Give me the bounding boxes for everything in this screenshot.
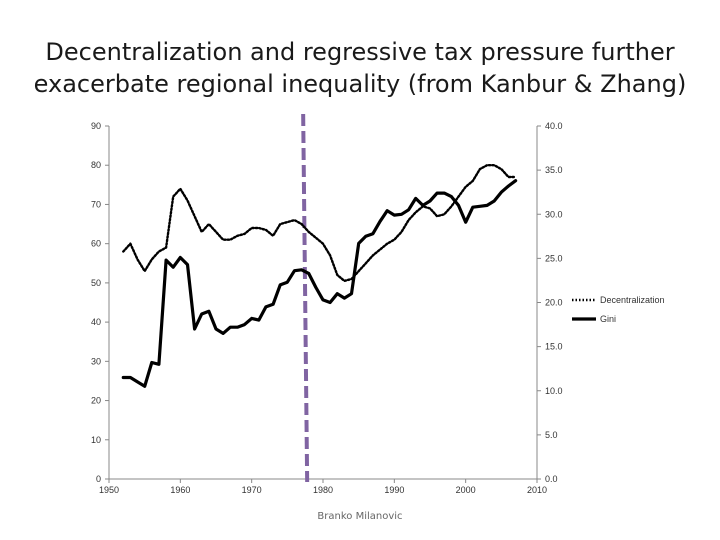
y-left-tick-label: 60 bbox=[91, 239, 101, 249]
chart-title-line-1: Decentralization and regressive tax pres… bbox=[45, 38, 675, 66]
y-left-tick-label: 0 bbox=[96, 474, 101, 484]
x-tick-label: 1960 bbox=[170, 485, 190, 495]
x-tick-label: 1970 bbox=[242, 485, 262, 495]
x-tick-label: 1990 bbox=[384, 485, 404, 495]
y-right-tick-label: 20.0 bbox=[545, 298, 563, 308]
y-left-tick-label: 20 bbox=[91, 396, 101, 406]
axes-group: 1950 1960 1970 1980 1990 2000 2010 0 10 20 30 40 50 6… bbox=[91, 121, 563, 495]
y-right-tick-label: 25.0 bbox=[545, 253, 563, 263]
legend: Decentralization Gini bbox=[572, 295, 665, 324]
y-left-tick-label: 10 bbox=[91, 435, 101, 445]
legend-label-decentralization: Decentralization bbox=[600, 295, 665, 305]
y-right-tick-label: 40.0 bbox=[545, 121, 563, 131]
legend-label-gini: Gini bbox=[600, 314, 616, 324]
y-left-tick-label: 80 bbox=[91, 160, 101, 170]
y-right-tick-label: 10.0 bbox=[545, 386, 563, 396]
y-right-tick-label: 30.0 bbox=[545, 209, 563, 219]
series-line-gini bbox=[121, 179, 518, 388]
x-tick-label: 2010 bbox=[527, 485, 547, 495]
y-left-tick-label: 30 bbox=[91, 356, 101, 366]
credit-text: Branko Milanovic bbox=[317, 511, 403, 522]
x-tick-label: 1950 bbox=[99, 485, 119, 495]
y-left-tick-label: 50 bbox=[91, 278, 101, 288]
y-right-tick-label: 35.0 bbox=[545, 165, 563, 175]
series-group bbox=[121, 163, 518, 388]
y-right-tick-label: 0.0 bbox=[545, 474, 558, 484]
marker-line-group bbox=[301, 113, 310, 483]
y-left-tick-label: 40 bbox=[91, 317, 101, 327]
y-right-tick-label: 5.0 bbox=[545, 430, 558, 440]
y-left-tick-label: 90 bbox=[91, 121, 101, 131]
series-line-decentralization bbox=[122, 163, 517, 283]
y-right-tick-label: 15.0 bbox=[545, 342, 563, 352]
x-tick-label: 1980 bbox=[313, 485, 333, 495]
marker-line bbox=[301, 113, 310, 483]
y-left-tick-label: 70 bbox=[91, 199, 101, 209]
x-tick-label: 2000 bbox=[456, 485, 476, 495]
chart-title-line-2: exacerbate regional inequality (from Kan… bbox=[33, 70, 687, 98]
